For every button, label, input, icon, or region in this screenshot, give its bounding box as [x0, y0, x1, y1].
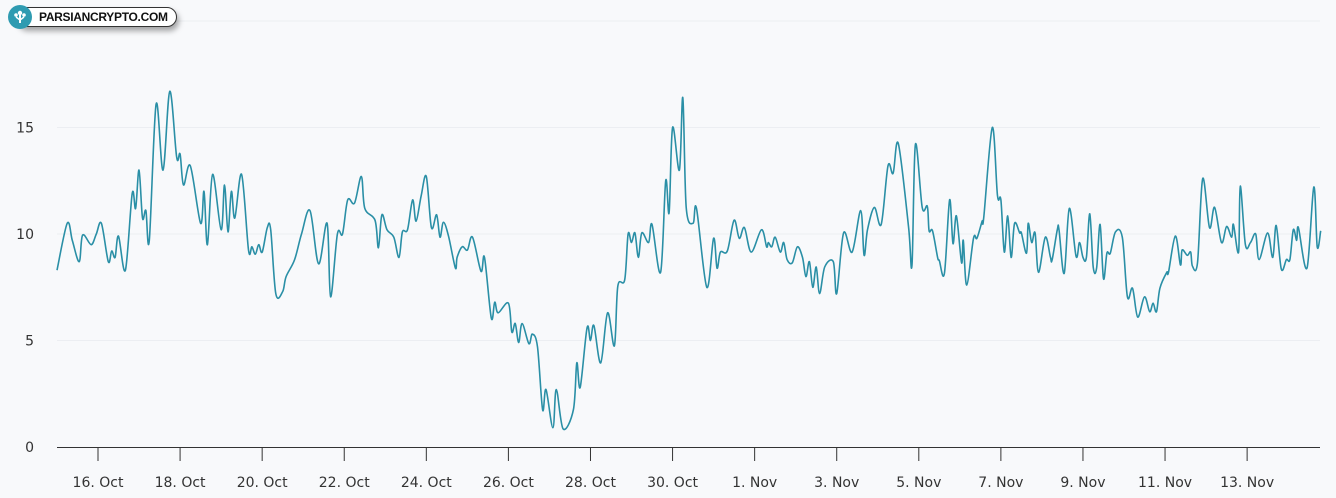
series-line: [56, 90, 1322, 431]
y-axis: 05101520: [16, 14, 34, 456]
x-tick-label: 26. Oct: [483, 475, 534, 491]
y-tick-label: 10: [16, 227, 34, 243]
x-tick-label: 24. Oct: [401, 475, 452, 491]
x-tick-label: 22. Oct: [319, 475, 370, 491]
x-axis: 16. Oct 18. Oct 20. Oct 22. Oct 24. Oct 26. O…: [57, 447, 1320, 491]
y-tick-label: 0: [25, 440, 34, 456]
logo-text: PARSIANCRYPTO.COM: [16, 7, 177, 27]
x-tick-label: 3. Nov: [814, 475, 859, 491]
x-tick-label: 28. Oct: [565, 475, 616, 491]
x-tick-label: 18. Oct: [155, 475, 206, 491]
tree-icon: [8, 5, 32, 29]
x-tick-label: 7. Nov: [978, 475, 1023, 491]
x-tick-label: 16. Oct: [73, 475, 124, 491]
x-tick-label: 30. Oct: [647, 475, 698, 491]
x-tick-label: 5. Nov: [896, 475, 941, 491]
x-tick-label: 9. Nov: [1060, 475, 1105, 491]
x-tick-label: 11. Nov: [1138, 475, 1192, 491]
x-tick-label: 13. Nov: [1220, 475, 1274, 491]
gridlines: [57, 20, 1320, 341]
logo: PARSIANCRYPTO.COM: [8, 5, 177, 29]
y-tick-label: 15: [16, 121, 34, 137]
x-tick-label: 1. Nov: [732, 475, 777, 491]
y-tick-label: 5: [25, 334, 34, 350]
x-tick-label: 20. Oct: [237, 475, 288, 491]
